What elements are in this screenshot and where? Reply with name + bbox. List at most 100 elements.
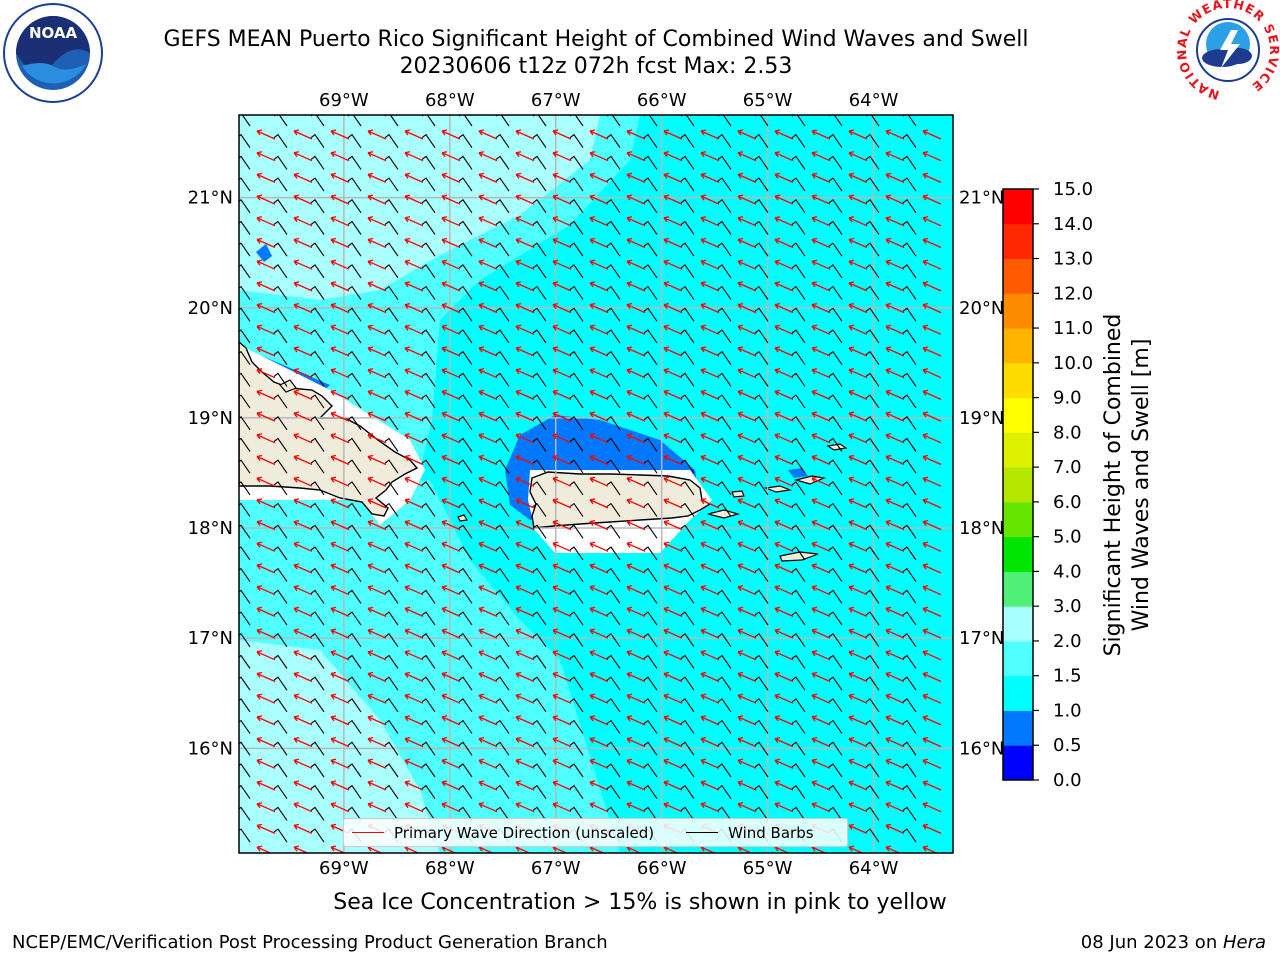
wave-direction-arrow [589, 281, 609, 292]
wave-direction-arrow [737, 606, 757, 617]
wave-direction-arrow [885, 519, 905, 531]
wave-direction-arrow [626, 302, 646, 314]
wind-barb [902, 220, 917, 235]
wave-direction-arrow [330, 237, 350, 249]
wave-direction-arrow [626, 606, 646, 617]
wind-barb [717, 589, 732, 604]
wave-direction-arrow [811, 541, 831, 552]
wind-barb [458, 546, 473, 561]
wave-direction-arrow [441, 628, 461, 639]
wind-barb [495, 329, 510, 344]
wind-barb [310, 459, 325, 474]
wave-direction-arrow [811, 151, 831, 162]
wind-barb [680, 372, 695, 387]
wave-direction-arrow [885, 585, 905, 596]
wind-barb [717, 220, 732, 235]
wind-barb [643, 177, 658, 192]
wave-direction-arrow [626, 368, 646, 379]
wave-direction-arrow [293, 237, 313, 249]
wave-direction-arrow [589, 172, 609, 183]
wave-direction-arrow [885, 368, 905, 379]
wind-barb [458, 611, 473, 626]
wave-direction-arrow [589, 628, 609, 639]
wind-barb [606, 654, 621, 669]
wave-direction-arrow [256, 715, 276, 726]
wave-direction-arrow [589, 302, 609, 314]
wind-barb [569, 567, 584, 583]
wave-direction-arrow [478, 368, 498, 379]
wave-direction-arrow [700, 151, 720, 162]
wave-direction-arrow [774, 519, 794, 531]
wave-direction-arrow [848, 563, 868, 574]
wave-direction-arrow [293, 715, 313, 726]
colorbar-segment-1 [1003, 710, 1033, 746]
wind-barb [458, 502, 473, 517]
wave-direction-arrow [663, 519, 683, 531]
wave-direction-arrow [589, 346, 609, 357]
wave-direction-arrow [737, 216, 757, 227]
wave-direction-arrow [367, 454, 387, 466]
wind-barb [828, 741, 843, 756]
wind-barb [421, 741, 436, 756]
wave-direction-arrow [700, 758, 720, 769]
wave-direction-arrow [885, 628, 905, 639]
map-legend: Primary Wave Direction (unscaled) Wind B… [343, 818, 848, 847]
wave-direction-arrow [478, 172, 498, 183]
lat-label-left: 18°N [188, 518, 233, 539]
wind-barb [643, 676, 658, 691]
wind-barb [532, 611, 547, 626]
wave-direction-arrow [552, 194, 572, 205]
wave-direction-arrow [552, 389, 572, 400]
wave-direction-arrow [330, 324, 350, 335]
wind-barb [532, 589, 547, 604]
wave-direction-arrow [663, 780, 683, 791]
colorbar-title: Significant Height of Combined Wind Wave… [1101, 313, 1154, 657]
wind-barb [828, 285, 843, 300]
wind-barb [532, 524, 547, 539]
colorbar-tick-label: 0.0 [1053, 770, 1082, 791]
wave-direction-arrow [811, 671, 831, 683]
wave-direction-arrow [515, 151, 535, 162]
wave-direction-arrow [404, 650, 424, 661]
lat-label-right: 18°N [959, 518, 1004, 539]
wave-direction-arrow [330, 454, 350, 466]
wave-direction-arrow [848, 693, 868, 704]
chart-subtitle: 20230606 t12z 072h fcst Max: 2.53 [399, 54, 793, 79]
wind-barb [569, 459, 584, 474]
lon-label-bottom: 66°W [637, 858, 687, 879]
wind-barb [828, 350, 843, 366]
footer-date: 08 Jun 2023 on Hera [1081, 932, 1266, 953]
wind-barb [273, 633, 288, 648]
wind-barb [532, 741, 547, 756]
wave-direction-arrow [256, 541, 276, 552]
wind-barb [532, 698, 547, 713]
wave-direction-arrow [293, 151, 313, 162]
wave-direction-arrow [922, 802, 942, 813]
wind-barb [569, 741, 584, 756]
wave-direction-arrow [256, 389, 276, 400]
wind-barb [273, 177, 288, 192]
wave-direction-arrow [330, 129, 350, 140]
wind-barb [717, 372, 732, 387]
wind-barb [421, 719, 436, 734]
wave-direction-arrow [737, 628, 757, 639]
wind-barb [754, 698, 769, 713]
wave-direction-arrow [404, 324, 424, 335]
wind-barb [569, 546, 584, 561]
wind-barb [606, 719, 621, 734]
wave-direction-arrow [367, 476, 387, 487]
wave-direction-arrow [848, 129, 868, 140]
wind-barb [791, 242, 806, 257]
wind-barb [532, 350, 547, 366]
wind-barb [347, 307, 362, 322]
wind-barb [458, 741, 473, 756]
wave-direction-arrow [256, 650, 276, 661]
wave-direction-arrow [515, 671, 535, 683]
wave-direction-arrow [885, 823, 905, 834]
wave-direction-arrow [256, 433, 276, 444]
colorbar-segment-3 [1003, 640, 1033, 677]
wave-direction-arrow [700, 237, 720, 249]
wave-direction-arrow [885, 151, 905, 162]
wave-direction-arrow [737, 411, 757, 422]
wave-direction-arrow [774, 324, 794, 335]
